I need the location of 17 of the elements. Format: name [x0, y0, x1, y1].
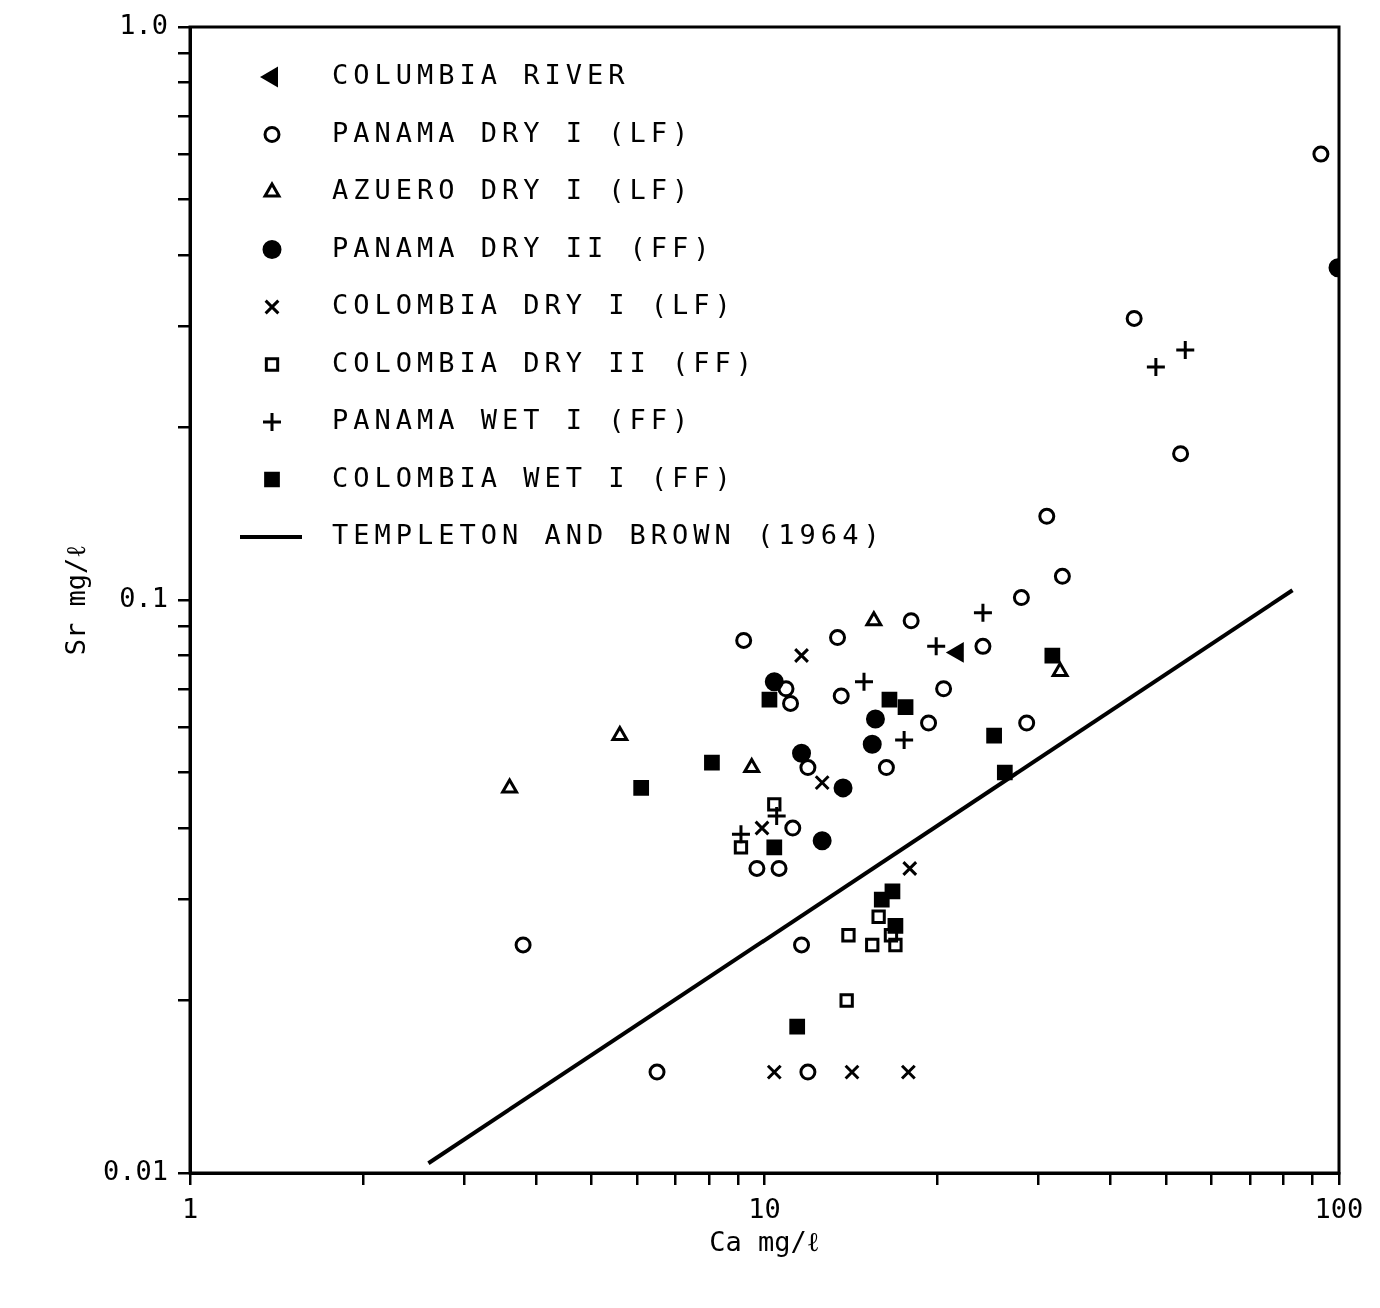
y-tick-label: 0.01 [102, 1155, 168, 1187]
legend-label: TEMPLETON AND BROWN (1964) [332, 519, 885, 551]
y-axis-title: Sr mg/ℓ [60, 544, 92, 656]
legend-label: PANAMA WET I (FF) [332, 404, 694, 436]
legend-label: COLOMBIA DRY II (FF) [332, 346, 758, 378]
y-tick-label: 0.1 [119, 582, 168, 614]
x-axis-title: Ca mg/ℓ [709, 1225, 820, 1257]
legend-label: PANAMA DRY I (LF) [332, 116, 694, 148]
legend-label: COLOMBIA DRY I (LF) [332, 289, 736, 321]
y-tick-label: 1.0 [119, 9, 168, 41]
x-tick-label: 100 [1314, 1192, 1364, 1224]
legend-label: AZUERO DRY I (LF) [332, 174, 694, 206]
x-tick-label: 10 [748, 1192, 781, 1224]
legend-label: COLOMBIA WET I (FF) [332, 461, 736, 493]
legend-label: COLUMBIA RIVER [332, 59, 630, 91]
legend-label: PANAMA DRY II (FF) [332, 231, 715, 263]
x-tick-label: 1 [181, 1192, 199, 1224]
